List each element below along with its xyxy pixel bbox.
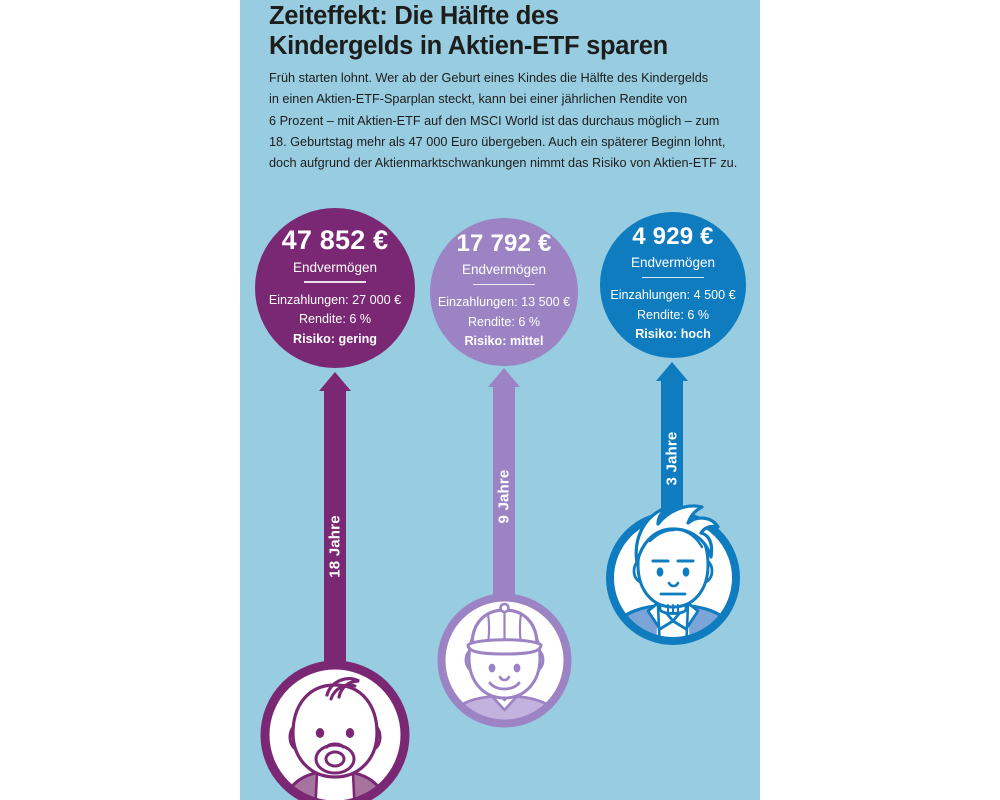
scenario-baby-deposits: Einzahlungen: 27 000 € — [268, 292, 402, 307]
intro-paragraph: Früh starten lohnt. Wer ab der Geburt ei… — [269, 68, 747, 175]
arrow-baby-head — [319, 372, 351, 391]
arrow-teen-shaft — [661, 378, 683, 548]
intro-line-4: 18. Geburtstag mehr als 47 000 Euro über… — [269, 134, 726, 149]
scenario-baby-divider — [304, 281, 366, 283]
scenario-teen-divider — [642, 276, 704, 279]
page-title: Zeiteffekt: Die Hälfte des Kindergelds i… — [269, 2, 739, 62]
arrow-baby-duration-label: 18 Jahre — [326, 515, 344, 578]
arrow-child-duration-label: 9 Jahre — [495, 469, 513, 524]
scenario-baby-amount-caption: Endvermögen — [292, 259, 378, 275]
arrow-child-shaft — [493, 384, 515, 616]
arrow-teen-duration-label: 3 Jahre — [663, 431, 681, 486]
scenario-baby-risk: Risiko: gering — [293, 331, 377, 346]
arrow-teen: 3 Jahre — [640, 362, 704, 548]
intro-line-1: Früh starten lohnt. Wer ab der Geburt ei… — [269, 71, 709, 85]
scenario-child-risk: Risiko: mittel — [464, 334, 544, 349]
scenario-child-return: Rendite: 6 % — [467, 314, 541, 329]
scenario-teen-deposits: Einzahlungen: 4 500 € — [610, 288, 736, 303]
arrow-child: 9 Jahre — [472, 368, 536, 616]
scenario-bubble-baby[interactable]: 47 852 € Endvermögen Einzahlungen: 27 00… — [255, 208, 415, 368]
scenario-teen-amount-caption: Endvermögen — [630, 255, 716, 271]
scenario-child-deposits: Einzahlungen: 13 500 € — [437, 295, 571, 310]
arrow-child-head — [488, 368, 520, 387]
baby-avatar — [255, 655, 415, 800]
scenario-baby-amount: 47 852 € — [281, 224, 389, 255]
scenario-bubble-teen[interactable]: 4 929 € Endvermögen Einzahlungen: 4 500 … — [600, 212, 746, 358]
scenario-child-amount: 17 792 € — [456, 230, 552, 258]
scenario-bubble-child[interactable]: 17 792 € Endvermögen Einzahlungen: 13 50… — [430, 218, 578, 366]
intro-line-2: in einen Aktien-ETF-Sparplan steckt, kan… — [269, 92, 688, 107]
scenario-child-divider — [473, 283, 535, 286]
scenario-teen-risk: Risiko: hoch — [635, 327, 711, 342]
page-title-line-2: Kindergelds in Aktien-ETF sparen — [269, 31, 668, 60]
arrow-baby: 18 Jahre — [303, 372, 367, 684]
infographic-panel: Zeiteffekt: Die Hälfte des Kindergelds i… — [240, 0, 760, 800]
page-title-line-1: Zeiteffekt: Die Hälfte des — [269, 2, 559, 30]
intro-line-3: 6 Prozent – mit Aktien-ETF auf den MSCI … — [269, 113, 720, 128]
scenario-baby-return: Rendite: 6 % — [298, 312, 372, 327]
scenario-teen-return: Rendite: 6 % — [636, 307, 710, 322]
intro-line-5: doch aufgrund der Aktienmarktschwankunge… — [269, 156, 738, 171]
arrow-baby-shaft — [324, 388, 346, 684]
child-avatar — [432, 588, 577, 733]
teen-avatar — [598, 495, 748, 650]
scenario-child-amount-caption: Endvermögen — [461, 262, 547, 278]
arrow-teen-head — [656, 362, 688, 381]
scenario-teen-amount: 4 929 € — [632, 223, 714, 251]
